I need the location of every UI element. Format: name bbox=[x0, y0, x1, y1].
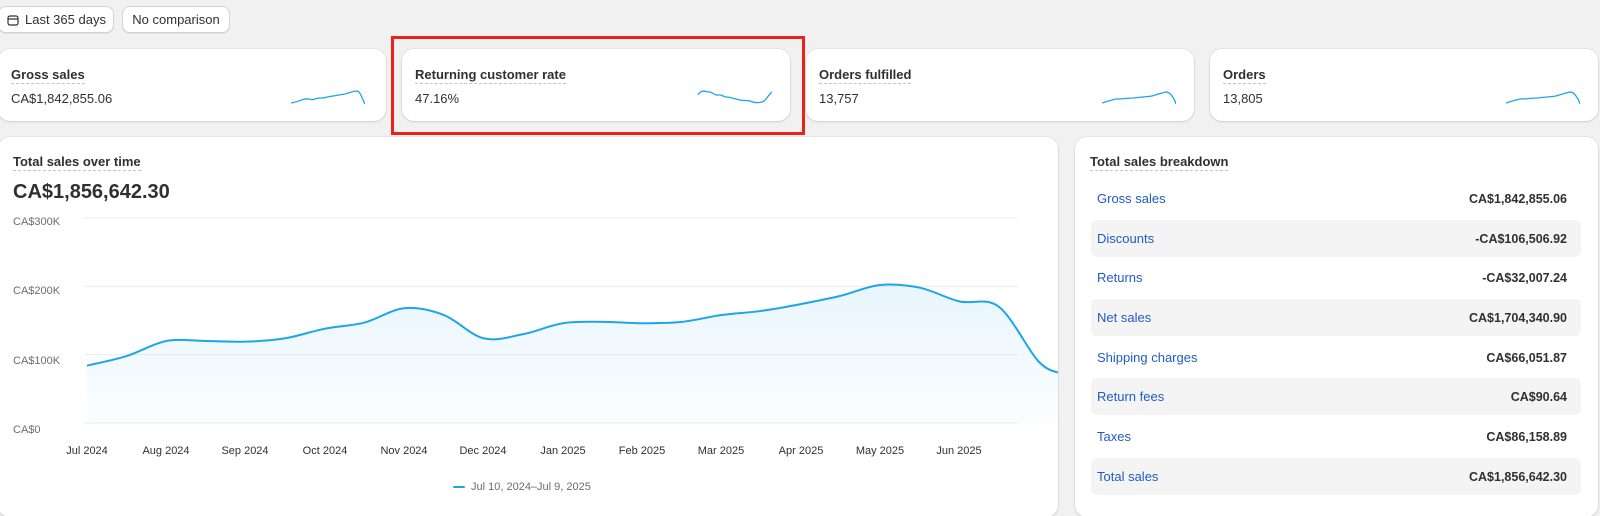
metric-card-returning-customer-rate[interactable]: Returning customer rate 47.16% bbox=[402, 49, 790, 121]
x-tick-label: Oct 2024 bbox=[302, 445, 348, 457]
metric-value: 13,805 bbox=[1223, 91, 1263, 106]
sales-over-time-card: Total sales over time CA$1,856,642.30 CA… bbox=[0, 137, 1058, 516]
breakdown-link-returns[interactable]: Returns bbox=[1097, 270, 1143, 285]
x-tick-label: Jan 2025 bbox=[540, 445, 586, 457]
date-range-button[interactable]: Last 365 days bbox=[0, 6, 114, 33]
calendar-icon bbox=[7, 14, 19, 26]
x-tick-label: Sep 2024 bbox=[221, 445, 269, 457]
sales-chart bbox=[84, 217, 1058, 424]
sparkline bbox=[291, 90, 365, 105]
breakdown-row: Return fees CA$90.64 bbox=[1091, 378, 1581, 415]
breakdown-row: Discounts -CA$106,506.92 bbox=[1091, 220, 1581, 257]
breakdown-row: Returns -CA$32,007.24 bbox=[1091, 259, 1581, 296]
metric-label: Returning customer rate bbox=[415, 67, 566, 84]
sparkline bbox=[1506, 91, 1580, 105]
x-tick-label: Dec 2024 bbox=[459, 445, 507, 457]
breakdown-link-return-fees[interactable]: Return fees bbox=[1097, 389, 1165, 404]
metric-value: 47.16% bbox=[415, 91, 460, 106]
x-tick-label: Mar 2025 bbox=[697, 445, 745, 457]
x-tick-label: May 2025 bbox=[855, 445, 905, 457]
x-tick-label: Apr 2025 bbox=[778, 445, 824, 457]
legend-swatch bbox=[453, 486, 465, 488]
breakdown-row: Net sales CA$1,704,340.90 bbox=[1091, 299, 1581, 336]
comparison-button[interactable]: No comparison bbox=[122, 6, 230, 33]
x-tick-label: Nov 2024 bbox=[380, 445, 428, 457]
metric-label: Gross sales bbox=[11, 67, 85, 84]
series-area bbox=[87, 284, 1058, 423]
breakdown-row: Gross sales CA$1,842,855.06 bbox=[1091, 180, 1581, 217]
x-tick-label: Aug 2024 bbox=[142, 445, 190, 457]
metric-value: 13,757 bbox=[819, 91, 859, 106]
y-tick-label: CA$300K bbox=[13, 216, 61, 228]
metric-card-orders-fulfilled[interactable]: Orders fulfilled 13,757 bbox=[806, 49, 1194, 121]
breakdown-row: Shipping charges CA$66,051.87 bbox=[1091, 339, 1581, 376]
breakdown-row: Total sales CA$1,856,642.30 bbox=[1091, 458, 1581, 495]
metric-label: Orders fulfilled bbox=[819, 67, 912, 84]
x-tick-label: Jun 2025 bbox=[936, 445, 982, 457]
metric-card-gross-sales[interactable]: Gross sales CA$1,842,855.06 bbox=[0, 49, 386, 121]
series-line[interactable] bbox=[86, 283, 1058, 374]
sales-breakdown-card: Total sales breakdown Gross sales CA$1,8… bbox=[1075, 137, 1598, 516]
x-tick-label: Jul 2024 bbox=[66, 445, 108, 457]
y-tick-label: CA$100K bbox=[13, 355, 61, 367]
breakdown-title: Total sales breakdown bbox=[1090, 154, 1229, 171]
metric-card-orders[interactable]: Orders 13,805 bbox=[1210, 49, 1598, 121]
sparkline bbox=[698, 90, 772, 104]
chart-title: Total sales over time bbox=[13, 154, 141, 171]
chart-legend[interactable]: Jul 10, 2024–Jul 9, 2025 bbox=[453, 481, 591, 493]
x-tick-label: Feb 2025 bbox=[618, 445, 666, 457]
breakdown-value: CA$86,158.89 bbox=[1486, 429, 1567, 444]
breakdown-link-gross-sales[interactable]: Gross sales bbox=[1097, 191, 1166, 206]
breakdown-link-total-sales[interactable]: Total sales bbox=[1097, 469, 1159, 484]
total-sales-value: CA$1,856,642.30 bbox=[13, 181, 170, 203]
breakdown-link-shipping-charges[interactable]: Shipping charges bbox=[1097, 350, 1198, 365]
date-range-label: Last 365 days bbox=[25, 12, 106, 27]
breakdown-value: -CA$106,506.92 bbox=[1475, 231, 1567, 246]
metric-value: CA$1,842,855.06 bbox=[11, 91, 113, 106]
breakdown-value: CA$1,704,340.90 bbox=[1469, 310, 1567, 325]
y-tick-label: CA$0 bbox=[13, 424, 41, 436]
comparison-label: No comparison bbox=[132, 12, 220, 27]
sparkline bbox=[1102, 91, 1176, 105]
breakdown-row: Taxes CA$86,158.89 bbox=[1091, 418, 1581, 455]
breakdown-value: CA$1,842,855.06 bbox=[1469, 191, 1567, 206]
breakdown-link-net-sales[interactable]: Net sales bbox=[1097, 310, 1152, 325]
breakdown-value: CA$1,856,642.30 bbox=[1469, 469, 1567, 484]
breakdown-value: -CA$32,007.24 bbox=[1482, 270, 1567, 285]
breakdown-link-taxes[interactable]: Taxes bbox=[1097, 429, 1131, 444]
y-tick-label: CA$200K bbox=[13, 285, 61, 297]
breakdown-value: CA$90.64 bbox=[1510, 389, 1567, 404]
legend-label: Jul 10, 2024–Jul 9, 2025 bbox=[471, 481, 591, 493]
metric-label: Orders bbox=[1223, 67, 1266, 84]
breakdown-link-discounts[interactable]: Discounts bbox=[1097, 231, 1155, 246]
breakdown-value: CA$66,051.87 bbox=[1486, 350, 1567, 365]
